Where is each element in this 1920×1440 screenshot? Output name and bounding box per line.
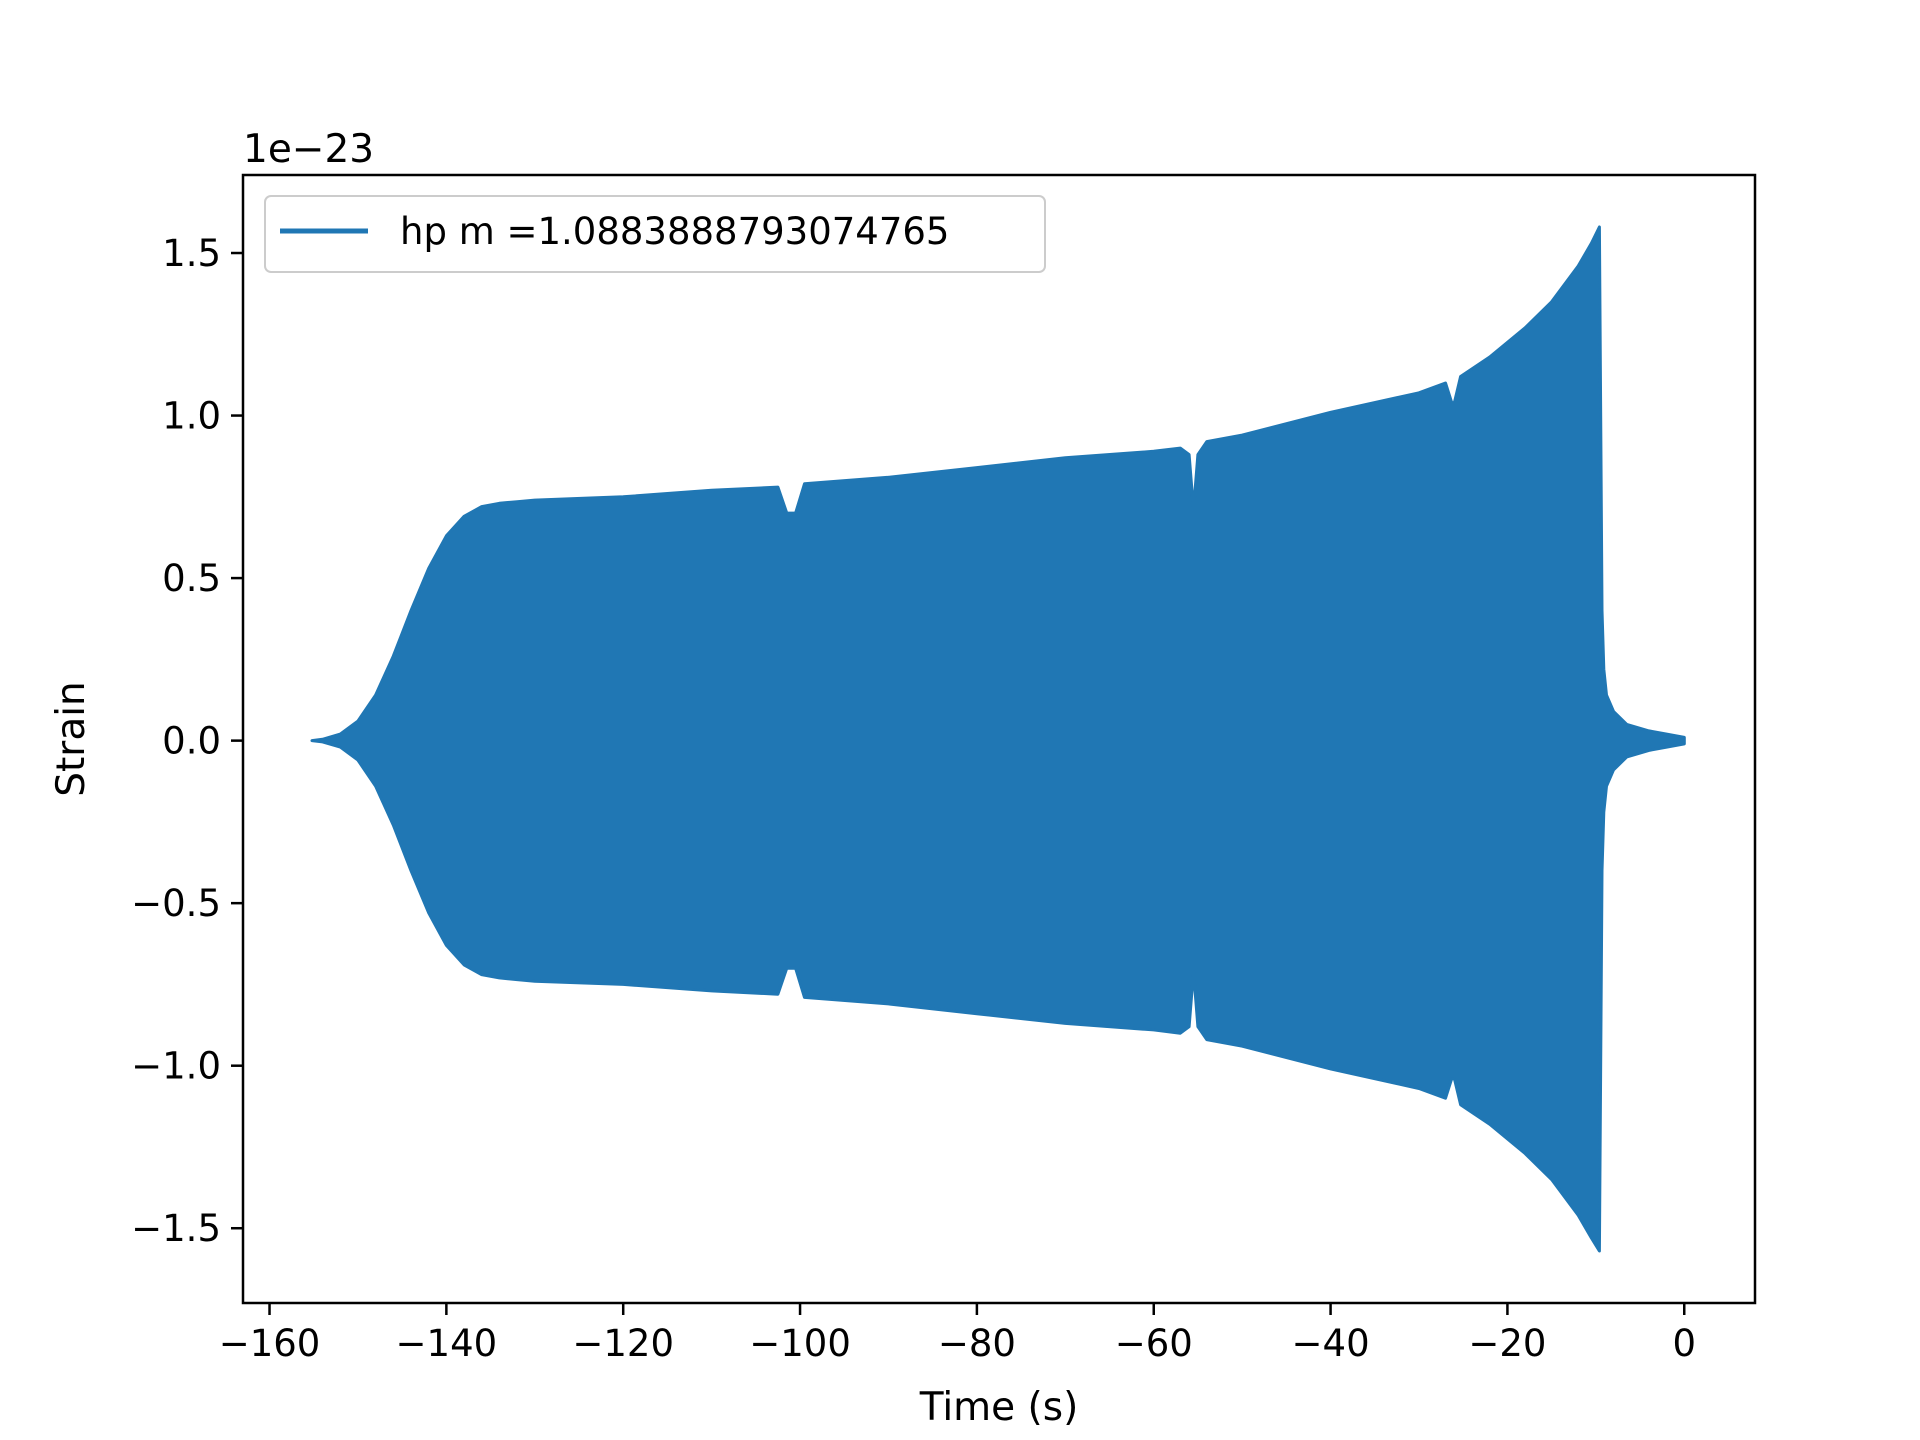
y-tick-label: 0.5 xyxy=(162,557,221,600)
x-tick-label: −140 xyxy=(396,1322,498,1365)
y-axis-label: Strain xyxy=(49,681,94,797)
x-tick-label: 0 xyxy=(1672,1322,1696,1365)
x-axis: −160 −140 −120 −100 −80 −60 −40 −20 0 xyxy=(219,1303,1696,1365)
x-tick-label: −40 xyxy=(1292,1322,1370,1365)
x-tick-label: −80 xyxy=(938,1322,1016,1365)
y-tick-label: −1.5 xyxy=(131,1207,221,1250)
legend: hp m =1.0883888793074765 xyxy=(264,195,1046,273)
legend-box xyxy=(264,195,1046,273)
y-tick-label: −1.0 xyxy=(131,1045,221,1088)
y-tick-label: 1.5 xyxy=(162,232,221,275)
y-tick-label: 0.0 xyxy=(162,720,221,763)
legend-entry-label: hp m =1.0883888793074765 xyxy=(400,210,949,253)
series-hp-envelope xyxy=(310,225,1686,1253)
y-axis: 1.5 1.0 0.5 0.0 −0.5 −1.0 −1.5 xyxy=(131,232,243,1250)
x-tick-label: −20 xyxy=(1468,1322,1546,1365)
y-tick-label: −0.5 xyxy=(131,882,221,925)
x-tick-label: −120 xyxy=(572,1322,674,1365)
x-tick-label: −160 xyxy=(219,1322,321,1365)
x-axis-label: Time (s) xyxy=(919,1385,1079,1430)
axes-frame xyxy=(241,173,1757,1305)
y-tick-label: 1.0 xyxy=(162,395,221,438)
y-offset-label: 1e−23 xyxy=(243,127,374,172)
x-tick-label: −100 xyxy=(749,1322,851,1365)
x-tick-label: −60 xyxy=(1115,1322,1193,1365)
plot-area xyxy=(310,225,1686,1253)
